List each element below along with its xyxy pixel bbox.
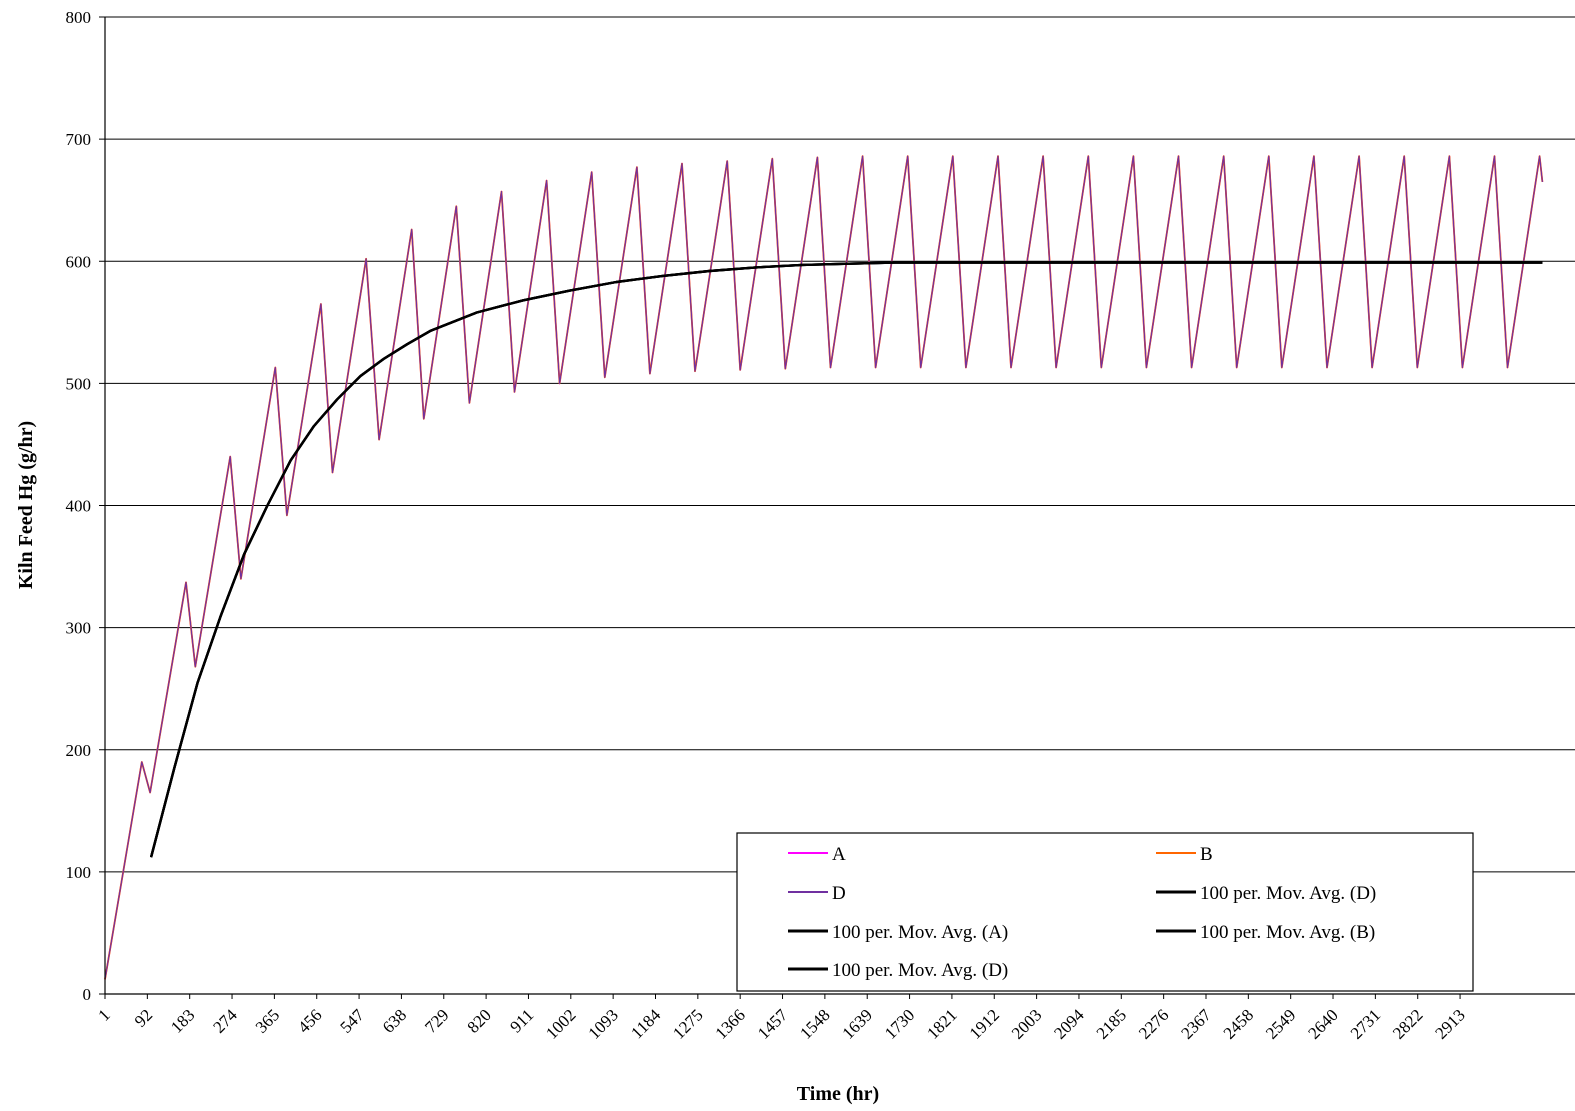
y-tick-label: 400 — [66, 497, 92, 516]
legend-label: 100 per. Mov. Avg. (A) — [832, 922, 1008, 943]
series-group — [104, 155, 1544, 980]
x-tick-label: 1002 — [542, 1005, 579, 1042]
x-tick-label: 2913 — [1431, 1005, 1468, 1042]
x-tick-label: 2640 — [1304, 1005, 1341, 1042]
series-line-5 — [149, 261, 1543, 858]
series-line-2 — [104, 155, 1543, 980]
legend-label: B — [1200, 844, 1213, 865]
x-axis-title: Time (hr) — [797, 1083, 879, 1105]
legend-label: D — [832, 883, 846, 904]
x-tick-label: 1730 — [881, 1005, 918, 1042]
series-line-4 — [149, 261, 1543, 858]
y-tick-label: 100 — [66, 863, 92, 882]
y-axis-title: Kiln Feed Hg (g/hr) — [15, 421, 37, 589]
x-tick-label: 2549 — [1262, 1005, 1299, 1042]
x-tick-label: 2822 — [1389, 1005, 1426, 1042]
x-tick-labels: 1 92 183 274 365 456 547 638 729 820 911 1002 1093 11… — [94, 994, 1469, 1043]
y-tick-label: 600 — [66, 252, 92, 271]
x-tick-label: 456 — [294, 1005, 325, 1036]
y-tick-label: 700 — [66, 130, 92, 149]
x-tick-label: 911 — [506, 1005, 537, 1036]
legend: A B D 100 per. Mov. Avg. (D) 100 per. Mov. A… — [736, 832, 1474, 992]
x-tick-label: 1275 — [669, 1005, 706, 1042]
legend-label: 100 per. Mov. Avg. (D) — [832, 960, 1008, 981]
legend-label: A — [832, 844, 846, 865]
x-tick-label: 92 — [131, 1005, 156, 1030]
x-tick-label: 1821 — [923, 1005, 960, 1042]
x-tick-label: 2458 — [1220, 1005, 1257, 1042]
legend-label: 100 per. Mov. Avg. (D) — [1200, 883, 1376, 904]
x-tick-label: 2094 — [1050, 1005, 1088, 1043]
x-tick-label: 2276 — [1135, 1005, 1172, 1042]
y-tick-label: 300 — [66, 619, 92, 638]
legend-label: 100 per. Mov. Avg. (B) — [1200, 922, 1375, 943]
gridlines — [105, 16, 1575, 873]
x-tick-label: 1184 — [627, 1005, 664, 1042]
x-tick-label: 1366 — [712, 1005, 749, 1042]
y-tick-label: 500 — [66, 374, 92, 393]
x-tick-label: 729 — [421, 1005, 452, 1036]
x-tick-label: 1639 — [839, 1005, 876, 1042]
x-tick-label: 820 — [463, 1005, 494, 1036]
x-tick-label: 1 — [94, 1005, 113, 1024]
x-tick-label: 2185 — [1093, 1005, 1130, 1042]
y-tick-labels: 0 100 200 300 400 500 600 700 800 — [66, 8, 105, 1004]
x-tick-label: 1457 — [754, 1005, 792, 1043]
x-tick-label: 183 — [167, 1005, 198, 1036]
y-tick-label: 200 — [66, 741, 92, 760]
x-tick-label: 274 — [209, 1005, 241, 1037]
x-tick-label: 547 — [336, 1005, 368, 1037]
x-tick-label: 1548 — [796, 1005, 833, 1042]
x-tick-label: 365 — [252, 1005, 283, 1036]
x-tick-label: 2367 — [1177, 1005, 1215, 1043]
y-tick-label: 800 — [66, 8, 92, 27]
x-tick-label: 1093 — [584, 1005, 621, 1042]
series-line-3 — [149, 261, 1543, 858]
x-tick-label: 638 — [379, 1005, 410, 1036]
x-tick-label: 2003 — [1008, 1005, 1045, 1042]
y-tick-label: 0 — [83, 985, 92, 1004]
legend-box — [736, 832, 1474, 992]
x-tick-label: 1912 — [966, 1005, 1003, 1042]
x-tick-label: 2731 — [1347, 1005, 1384, 1042]
